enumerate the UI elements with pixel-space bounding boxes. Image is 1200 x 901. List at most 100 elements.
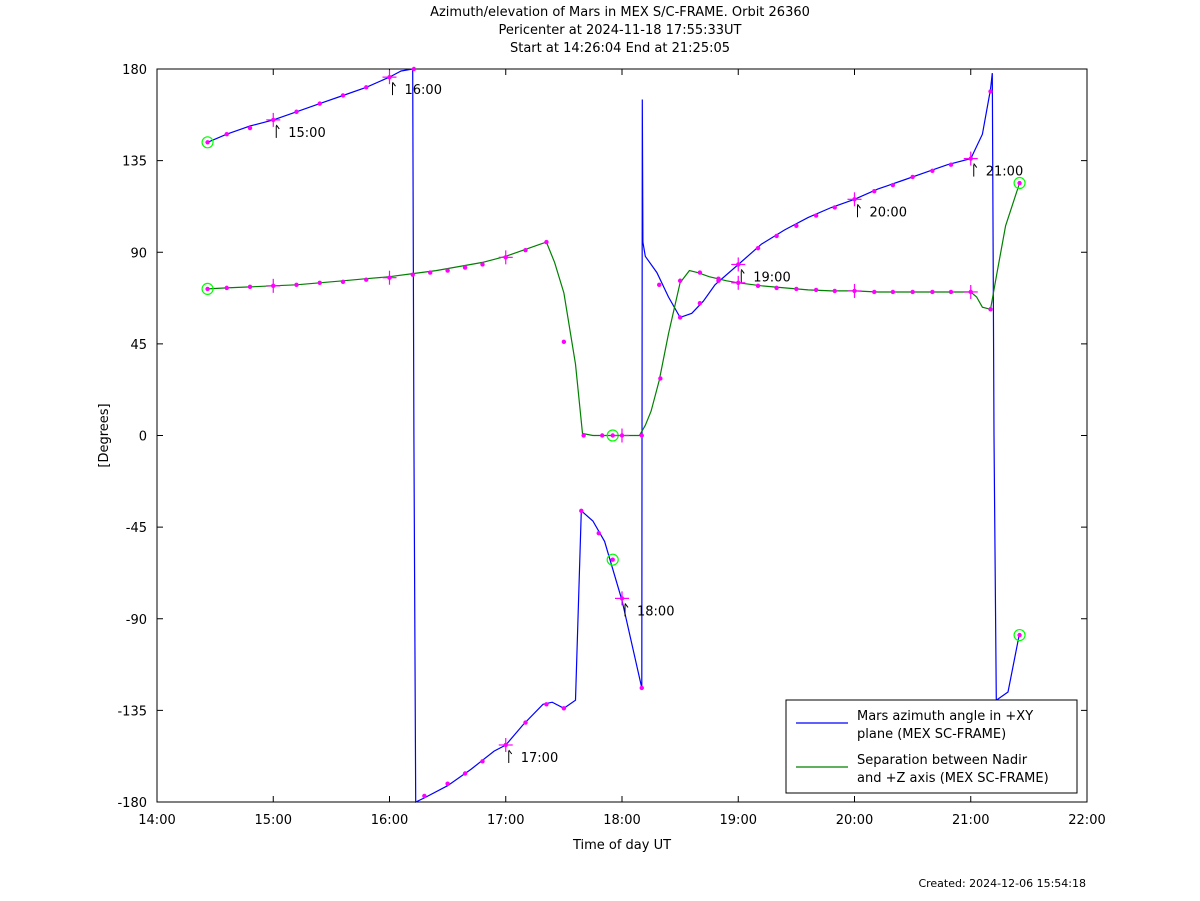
separation-series-line <box>207 182 1021 437</box>
data-point-marker <box>948 162 954 167</box>
data-point-marker <box>832 288 837 294</box>
data-point-marker <box>422 793 427 799</box>
data-point-marker <box>340 279 346 284</box>
data-point-marker <box>387 74 392 80</box>
legend-entry-label: Mars azimuth angle in +XY <box>857 709 1033 724</box>
data-point-marker <box>581 433 586 438</box>
y-axis-label: [Degrees] <box>97 403 112 467</box>
y-tick-label: -90 <box>126 613 147 628</box>
data-point-marker <box>736 280 741 285</box>
data-point-marker <box>579 508 584 514</box>
data-point-marker <box>247 125 253 131</box>
data-point-marker <box>968 156 973 161</box>
x-tick-label: 14:00 <box>138 813 175 828</box>
hour-annotation-label: 17:00 <box>521 751 558 766</box>
data-point-marker <box>639 433 644 438</box>
data-point-marker <box>445 781 450 786</box>
data-point-marker <box>271 283 276 289</box>
hour-pointer-head <box>740 269 745 274</box>
data-point-marker <box>462 265 468 270</box>
data-point-marker <box>340 93 346 98</box>
data-point-marker <box>677 278 683 283</box>
hour-pointer-head <box>973 163 978 168</box>
data-point-marker <box>561 339 567 345</box>
y-tick-label: 90 <box>130 246 147 261</box>
data-point-marker <box>387 275 392 280</box>
endpoint-circle-marker <box>1013 176 1026 190</box>
y-tick-label: 45 <box>130 338 147 353</box>
x-axis-label: Time of day UT <box>572 838 671 853</box>
chart-title: Azimuth/elevation of Mars in MEX S/C-FRA… <box>430 5 810 20</box>
data-point-marker <box>890 289 896 295</box>
created-timestamp: Created: 2024-12-06 15:54:18 <box>918 877 1086 890</box>
endpoint-circle-marker <box>606 553 619 566</box>
x-tick-label: 20:00 <box>836 813 873 828</box>
data-point-marker <box>544 702 549 707</box>
data-point-marker <box>427 270 433 275</box>
data-point-marker <box>697 300 703 306</box>
data-point-marker <box>600 433 605 438</box>
data-point-marker <box>610 557 615 562</box>
data-point-marker <box>503 255 508 260</box>
y-tick-label: 180 <box>122 63 147 78</box>
data-point-marker <box>774 233 779 239</box>
hour-annotation-label: 15:00 <box>288 126 325 141</box>
data-point-marker <box>988 89 993 94</box>
hour-pointer-head <box>275 124 280 130</box>
data-point-marker <box>523 720 528 725</box>
data-point-marker <box>205 140 210 145</box>
y-tick-label: -45 <box>126 521 147 536</box>
x-tick-label: 15:00 <box>255 813 292 828</box>
data-point-marker <box>294 109 299 114</box>
x-tick-label: 19:00 <box>720 813 757 828</box>
data-point-marker <box>480 262 485 267</box>
data-point-marker <box>317 280 322 285</box>
legend-entry-label: Separation between Nadir <box>857 753 1028 768</box>
data-point-marker <box>930 168 935 174</box>
data-point-marker <box>480 759 485 764</box>
endpoint-circle-marker <box>201 282 214 295</box>
y-tick-label: -180 <box>117 796 147 811</box>
x-tick-label: 16:00 <box>371 813 408 828</box>
data-point-marker <box>523 248 528 253</box>
data-point-marker <box>205 286 210 292</box>
data-point-marker <box>968 289 973 295</box>
data-point-marker <box>639 685 644 691</box>
hour-pointer-head <box>857 204 861 209</box>
chart-subtitle-span: Start at 14:26:04 End at 21:25:05 <box>509 41 731 56</box>
data-point-marker <box>247 284 253 290</box>
data-point-marker <box>596 531 601 536</box>
data-point-marker <box>930 289 935 295</box>
data-point-marker <box>988 307 993 312</box>
data-point-marker <box>736 262 741 267</box>
data-point-marker <box>813 213 819 218</box>
data-point-marker <box>852 288 857 294</box>
data-point-marker <box>794 286 799 292</box>
data-point-marker <box>445 268 450 273</box>
hour-pointer-head <box>392 81 396 87</box>
data-point-marker <box>716 276 721 281</box>
data-point-marker <box>224 131 229 137</box>
data-point-marker <box>910 289 915 295</box>
hour-annotation-label: 19:00 <box>753 270 790 285</box>
data-point-marker <box>503 742 508 748</box>
data-point-marker <box>1017 180 1022 186</box>
data-point-marker <box>317 101 322 106</box>
data-point-marker <box>364 85 369 90</box>
data-point-marker <box>677 315 683 320</box>
endpoint-circle-marker <box>1013 628 1026 642</box>
data-point-marker <box>813 287 819 293</box>
data-point-marker <box>610 433 615 438</box>
data-point-marker <box>948 289 954 295</box>
legend-entry-label: plane (MEX SC-FRAME) <box>857 727 1006 742</box>
chart-axes: 14:00 15:00 16:00 17:00 18:00 19:00 20:00 21:00… <box>97 63 1106 853</box>
data-point-marker <box>619 433 625 438</box>
x-tick-label: 22:00 <box>1068 813 1105 828</box>
data-point-marker <box>755 283 761 289</box>
data-point-marker <box>697 270 703 275</box>
x-tick-label: 18:00 <box>603 813 640 828</box>
data-point-marker <box>294 282 299 288</box>
y-tick-label: 0 <box>139 430 147 445</box>
data-point-marker <box>1017 632 1022 638</box>
